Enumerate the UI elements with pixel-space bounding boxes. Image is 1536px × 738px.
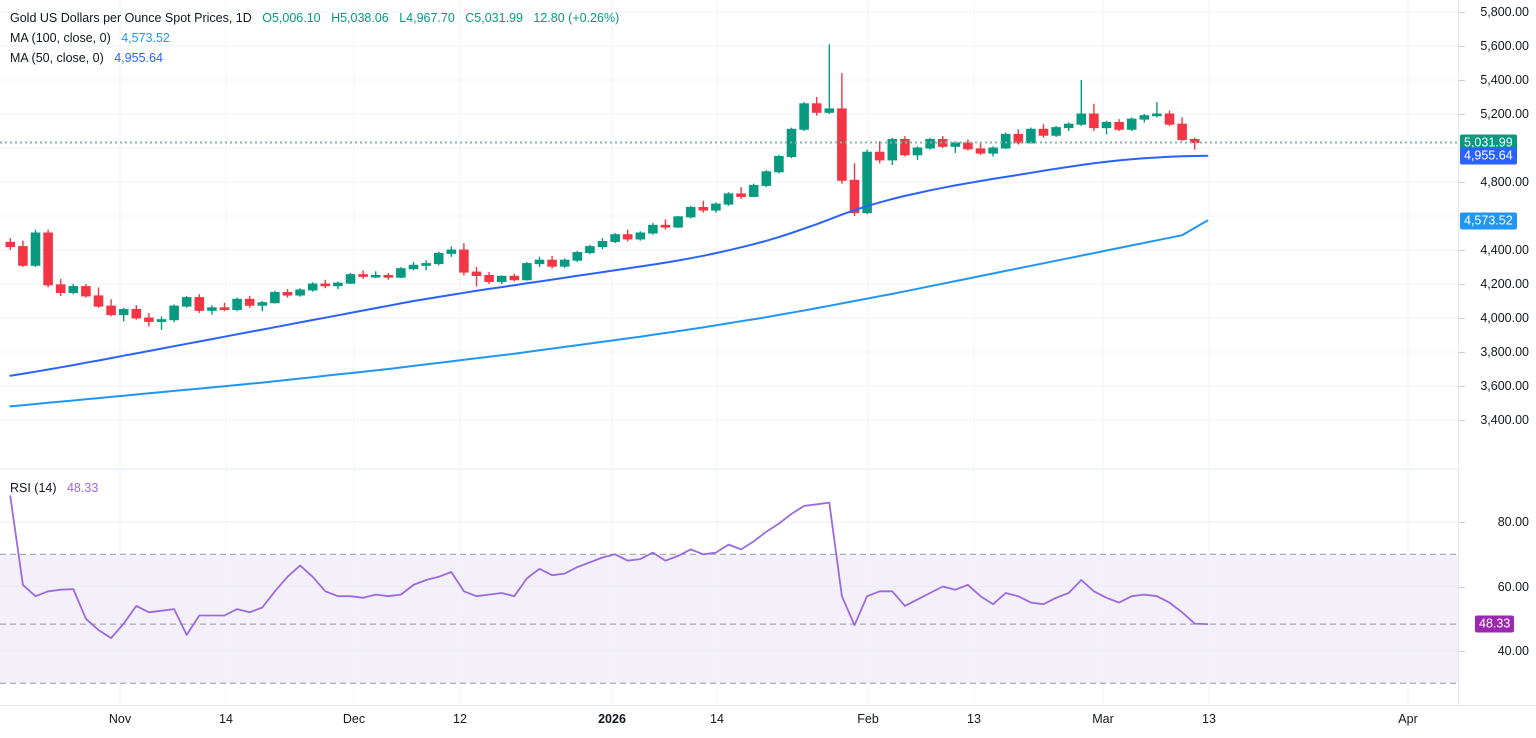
date-tick-label: 13 (967, 712, 981, 726)
price-tick-mark (1459, 182, 1465, 183)
date-tick-label: 2026 (598, 712, 626, 726)
date-tick-label: Nov (108, 712, 132, 726)
date-tick-label: Apr (1398, 712, 1418, 726)
price-tick-label: 3,400.00 (1480, 413, 1529, 427)
legend-ma100-value: 4,573.52 (121, 31, 170, 45)
price-tick-label: 5,600.00 (1480, 39, 1529, 53)
legend-open-label: O (262, 11, 272, 25)
legend-symbol-row: Gold US Dollars per Ounce Spot Prices, 1… (10, 11, 619, 25)
rsi-tick-label: 40.00 (1497, 644, 1529, 658)
date-axis[interactable]: Nov 14 Dec 12 2026 14 Feb 13 Mar 13 Apr (0, 705, 1536, 738)
price-tick-label: 4,000.00 (1480, 311, 1529, 325)
legend-rsi-value: 48.33 (66, 481, 99, 495)
legend-change-pct: (+0.26%) (568, 11, 620, 25)
legend-ma100-label[interactable]: MA (100, close, 0) (10, 31, 111, 45)
date-tick-label: 12 (453, 712, 467, 726)
price-badge-ma50[interactable]: 4,955.64 (1460, 147, 1517, 165)
price-tick-label: 4,400.00 (1480, 243, 1529, 257)
price-tick-mark (1459, 114, 1465, 115)
date-tick-label: 14 (219, 712, 233, 726)
legend-ma50-row: MA (50, close, 0) 4,955.64 (10, 51, 163, 65)
price-tick-mark (1459, 284, 1465, 285)
rsi-tick-mark (1459, 651, 1465, 652)
price-tick-label: 5,800.00 (1480, 5, 1529, 19)
price-tick-label: 4,800.00 (1480, 175, 1529, 189)
price-tick-mark (1459, 352, 1465, 353)
price-tick-mark (1459, 318, 1465, 319)
pane-separator (0, 468, 1536, 470)
rsi-tick-mark (1459, 522, 1465, 523)
price-axis[interactable]: 5,800.00 5,600.00 5,400.00 5,200.00 4,800.00… (1458, 0, 1536, 737)
rsi-badge[interactable]: 48.33 (1475, 615, 1515, 633)
price-badge-current-price[interactable]: 5,031.99 (1460, 134, 1517, 152)
price-tick-label: 5,200.00 (1480, 107, 1529, 121)
rsi-pane[interactable] (0, 470, 1458, 705)
legend-high-value: 5,038.06 (340, 11, 389, 25)
price-tick-mark (1459, 250, 1465, 251)
legend-low-value: 4,967.70 (406, 11, 455, 25)
price-tick-mark (1459, 386, 1465, 387)
price-tick-label: 4,200.00 (1480, 277, 1529, 291)
price-tick-mark (1459, 12, 1465, 13)
legend-ma50-label[interactable]: MA (50, close, 0) (10, 51, 104, 65)
legend-close-label: C (465, 11, 475, 25)
legend-symbol[interactable]: Gold US Dollars per Ounce Spot Prices, 1… (10, 11, 252, 25)
price-tick-label: 5,400.00 (1480, 73, 1529, 87)
date-tick-label: Dec (342, 712, 366, 726)
date-tick-label: 14 (710, 712, 724, 726)
rsi-tick-mark (1459, 586, 1465, 588)
price-tick-label: 3,600.00 (1480, 379, 1529, 393)
price-tick-mark (1459, 420, 1465, 421)
legend-rsi-label[interactable]: RSI (14) (10, 481, 57, 495)
legend-ma100-row: MA (100, close, 0) 4,573.52 (10, 31, 170, 45)
legend-ma50-value: 4,955.64 (114, 51, 163, 65)
price-badge-ma100[interactable]: 4,573.52 (1460, 212, 1517, 229)
legend-low-label: L (399, 11, 407, 25)
date-tick-label: Feb (857, 712, 879, 726)
rsi-tick-label: 80.00 (1497, 515, 1529, 529)
price-tick-mark (1459, 80, 1465, 81)
price-pane[interactable] (0, 0, 1458, 468)
legend-change: 12.80 (533, 11, 565, 25)
legend-close-value: 5,031.99 (474, 11, 523, 25)
date-tick-label: 13 (1202, 712, 1216, 726)
rsi-tick-label: 60.00 (1497, 579, 1529, 594)
legend-high-label: H (331, 11, 341, 25)
legend-open-value: 5,006.10 (271, 11, 321, 25)
date-tick-label: Mar (1092, 712, 1114, 726)
legend-rsi-row: RSI (14) 48.33 (10, 481, 98, 495)
price-tick-mark (1459, 46, 1465, 47)
price-tick-label: 3,800.00 (1480, 345, 1529, 359)
